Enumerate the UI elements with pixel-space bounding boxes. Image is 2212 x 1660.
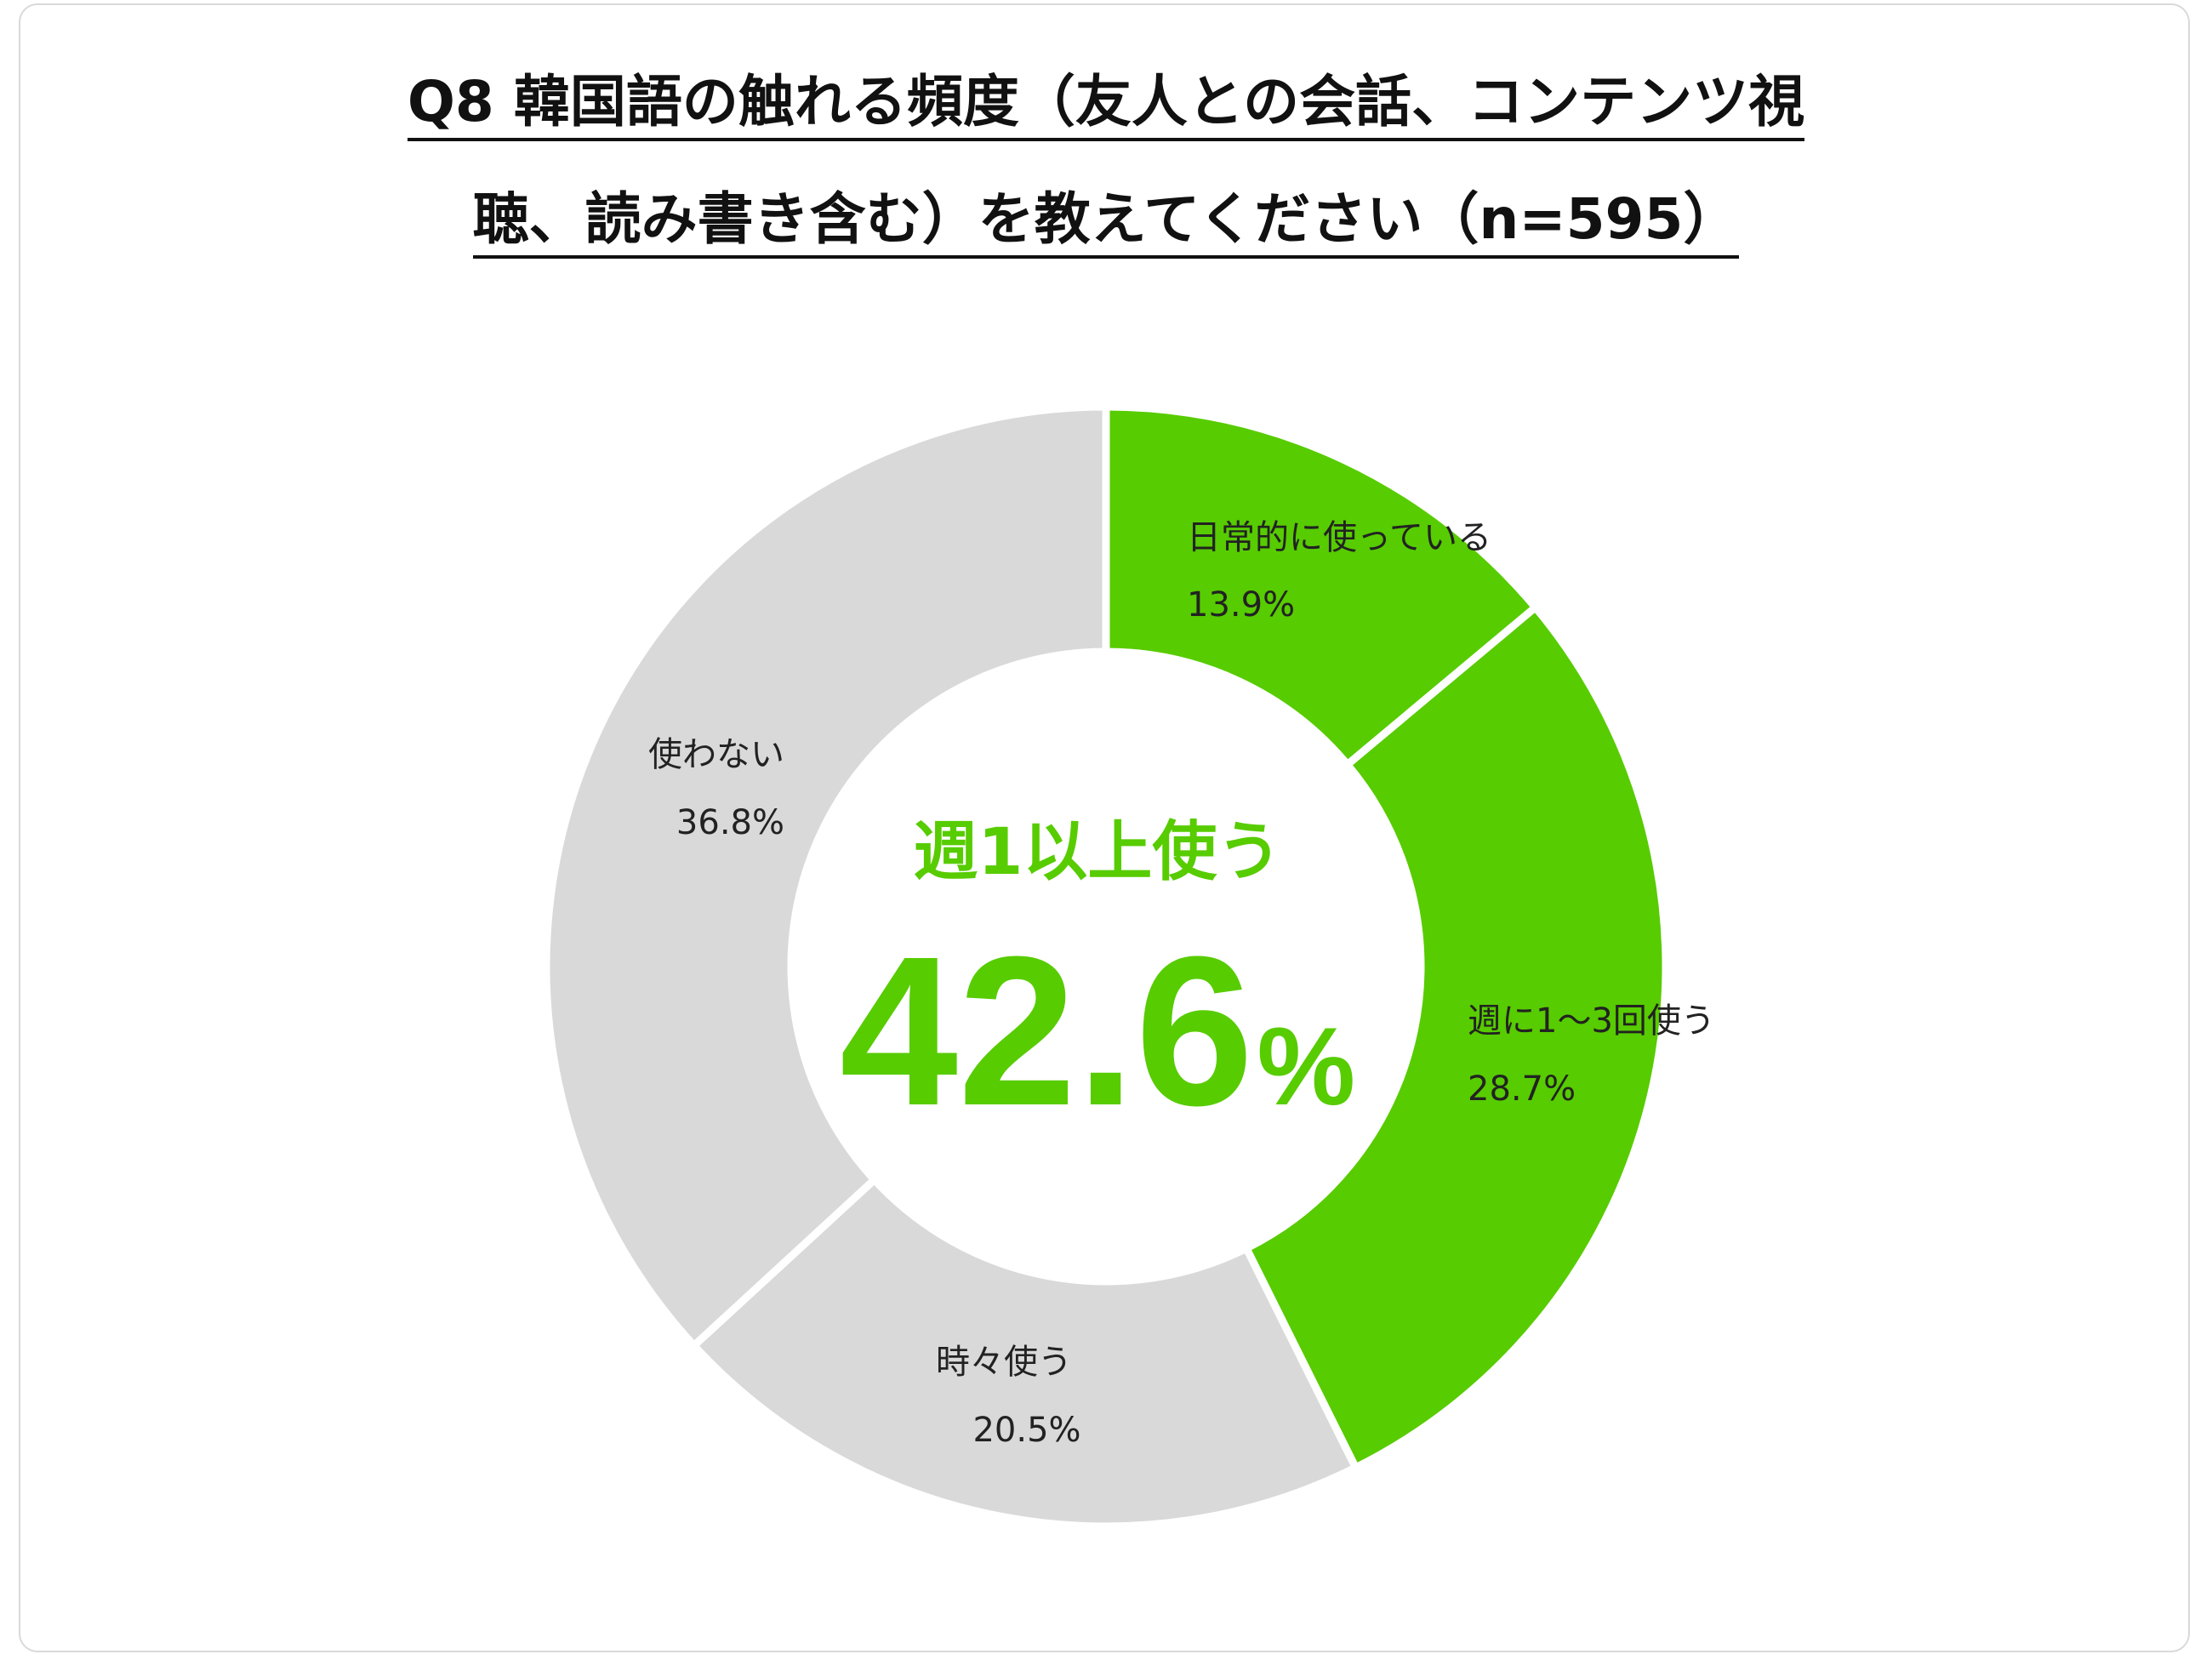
slice-label-3: 時々使う 20.5% (936, 1343, 1081, 1450)
slice-category-label: 日常的に使っている (1187, 518, 1491, 557)
slice-category-label: 時々使う (936, 1343, 1072, 1382)
center-unit: % (1257, 1004, 1355, 1128)
slice-value-label: 36.8% (676, 803, 784, 842)
slice-label-4: 使わない 36.8% (648, 735, 784, 842)
donut-slices (542, 402, 1670, 1531)
center-value-group: 42.6% (840, 912, 1355, 1149)
slice-labels: 日常的に使っている 13.9% 週に1～3回使う 28.7% 時々使う 20.5% 使わない… (648, 518, 1715, 1450)
slice-category-label: 週に1～3回使う (1468, 1001, 1715, 1041)
slice-label-1: 日常的に使っている 13.9% (1187, 518, 1491, 625)
donut-slice-1 (1102, 402, 1542, 770)
slice-category-label: 使わない (648, 735, 784, 774)
chart-title-line-1: Q8 韓国語の触れる頻度（友人との会話、コンテンツ視 (0, 56, 2212, 141)
slice-value-label: 20.5% (972, 1411, 1080, 1450)
center-value: 42.6 (840, 912, 1254, 1149)
donut-slice-2 (1240, 602, 1670, 1473)
center-label: 週1以上使う (914, 813, 1282, 889)
slice-label-2: 週に1～3回使う 28.7% (1468, 1001, 1715, 1109)
slice-value-label: 28.7% (1468, 1070, 1576, 1109)
slice-value-label: 13.9% (1187, 585, 1295, 625)
donut-slice-4 (542, 402, 1110, 1351)
donut-slice-3 (688, 1174, 1361, 1531)
chart-title-line-2: 聴、読み書き含む）を教えてください（n=595） (0, 174, 2212, 259)
